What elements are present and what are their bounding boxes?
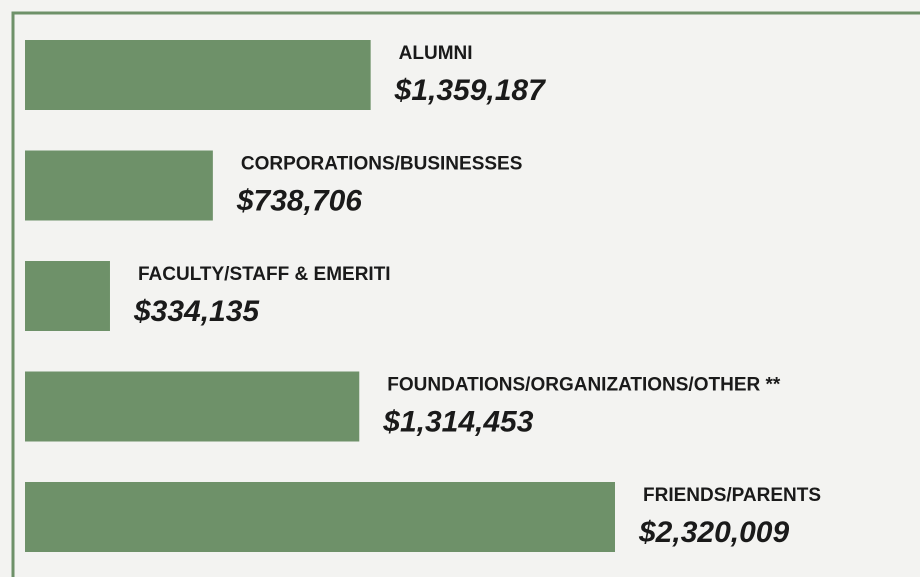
bar — [25, 371, 360, 442]
category-label: FRIENDS/PARENTS — [643, 485, 821, 506]
bar — [25, 40, 371, 110]
frame — [11, 11, 920, 577]
category-label: FACULTY/STAFF & EMERITI — [138, 264, 391, 285]
value-label: $2,320,009 — [638, 516, 789, 549]
bar — [25, 261, 110, 331]
value-label: $1,314,453 — [382, 405, 533, 438]
category-label: CORPORATIONS/BUSINESSES — [241, 154, 523, 175]
category-label: FOUNDATIONS/ORGANIZATIONS/OTHER ** — [387, 375, 781, 396]
bar — [25, 482, 615, 552]
value-label: $334,135 — [133, 295, 260, 328]
value-label: $1,359,187 — [394, 74, 546, 107]
bar — [25, 150, 213, 221]
category-label: ALUMNI — [399, 43, 473, 64]
value-label: $738,706 — [236, 184, 362, 217]
